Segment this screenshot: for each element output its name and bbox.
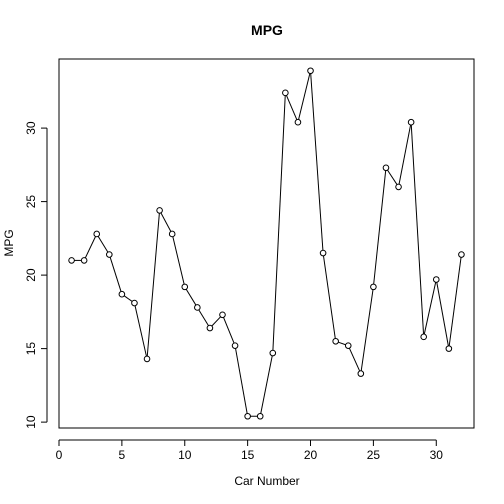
- data-point: [256, 412, 264, 420]
- data-point: [219, 311, 226, 319]
- series-line-segment: [185, 288, 197, 306]
- data-point: [319, 249, 327, 257]
- x-tick-label: 20: [304, 448, 318, 462]
- data-point: [294, 118, 302, 126]
- data-point: [206, 324, 214, 332]
- data-point: [307, 67, 314, 75]
- series-line-segment: [109, 257, 122, 292]
- y-tick-label: 20: [24, 268, 38, 282]
- series-line-segment: [134, 305, 147, 357]
- data-point: [168, 230, 176, 238]
- series-line-segment: [410, 124, 425, 335]
- data-point: [269, 349, 277, 357]
- y-axis-label: MPG: [2, 229, 16, 256]
- series-line-segment: [360, 289, 374, 371]
- data-point: [106, 251, 113, 258]
- data-point: [143, 355, 151, 363]
- x-tick-label: 30: [430, 448, 444, 462]
- series-line-segment: [436, 282, 449, 346]
- data-point: [395, 183, 402, 191]
- series-line-segment: [348, 348, 361, 372]
- series-line-segment: [211, 316, 221, 327]
- data-point: [407, 118, 415, 126]
- series-line-segment: [286, 95, 298, 120]
- series-line-segment: [172, 236, 185, 285]
- data-point: [445, 345, 453, 352]
- series-line-segment: [223, 317, 235, 344]
- data-point: [244, 412, 251, 420]
- chart-title: MPG: [251, 22, 283, 38]
- data-point: [68, 257, 75, 264]
- series-line-segment: [310, 73, 324, 251]
- series-line-segment: [373, 170, 387, 285]
- data-point: [194, 304, 201, 311]
- x-tick-label: 15: [241, 448, 255, 462]
- data-point: [282, 89, 289, 97]
- series-line-segment: [387, 169, 398, 185]
- data-point: [93, 230, 101, 238]
- data-point: [118, 290, 126, 298]
- series-line-segment: [423, 282, 437, 335]
- x-axis-label: Car Number: [234, 474, 299, 488]
- series-line-segment: [398, 124, 412, 185]
- data-point: [80, 257, 88, 264]
- data-point: [344, 342, 352, 349]
- x-tick-label: 0: [56, 448, 63, 462]
- series-line-segment: [448, 257, 462, 346]
- series-line-segment: [198, 309, 209, 326]
- series-line-segment: [260, 355, 273, 414]
- data-point: [231, 342, 239, 349]
- data-point: [382, 164, 390, 172]
- x-tick-label: 10: [178, 448, 192, 462]
- series-line-segment: [235, 348, 248, 414]
- y-tick-label: 30: [24, 121, 38, 135]
- x-tick-label: 5: [119, 448, 126, 462]
- data-point: [420, 333, 427, 341]
- data-point: [156, 207, 163, 214]
- series-line-segment: [272, 95, 286, 351]
- data-point: [332, 337, 339, 345]
- data-point: [370, 283, 377, 291]
- series-line-segment: [123, 295, 133, 302]
- series-line-segment: [160, 212, 172, 232]
- y-tick-label: 15: [24, 342, 38, 356]
- series-line-segment: [146, 213, 160, 357]
- series-layer: [68, 67, 465, 420]
- y-tick-label: 25: [24, 195, 38, 209]
- data-point: [432, 276, 440, 283]
- x-tick-label: 25: [367, 448, 381, 462]
- series-line-segment: [97, 236, 109, 253]
- data-point: [357, 370, 365, 377]
- data-point: [131, 299, 138, 307]
- data-point: [458, 251, 465, 258]
- series-line-segment: [84, 236, 96, 259]
- y-tick-label: 10: [24, 415, 38, 429]
- x-axis: 0 5 10 15 20 25 30: [56, 439, 444, 462]
- series-line-segment: [298, 73, 311, 120]
- data-point: [181, 283, 189, 291]
- plot-box: [58, 58, 475, 429]
- series-line-segment: [322, 255, 336, 339]
- y-axis: 10 15 20 25 30: [24, 121, 48, 429]
- series-line-segment: [338, 341, 346, 346]
